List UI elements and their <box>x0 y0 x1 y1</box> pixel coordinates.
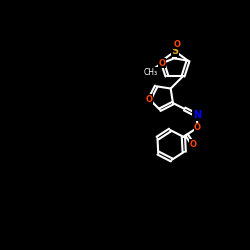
Text: N: N <box>193 110 201 120</box>
Text: S: S <box>172 46 178 56</box>
Text: O: O <box>173 40 180 49</box>
Text: O: O <box>146 95 153 104</box>
Text: O: O <box>158 59 165 68</box>
Text: CH₃: CH₃ <box>144 68 158 76</box>
Text: O: O <box>194 123 201 132</box>
Text: O: O <box>189 140 196 149</box>
